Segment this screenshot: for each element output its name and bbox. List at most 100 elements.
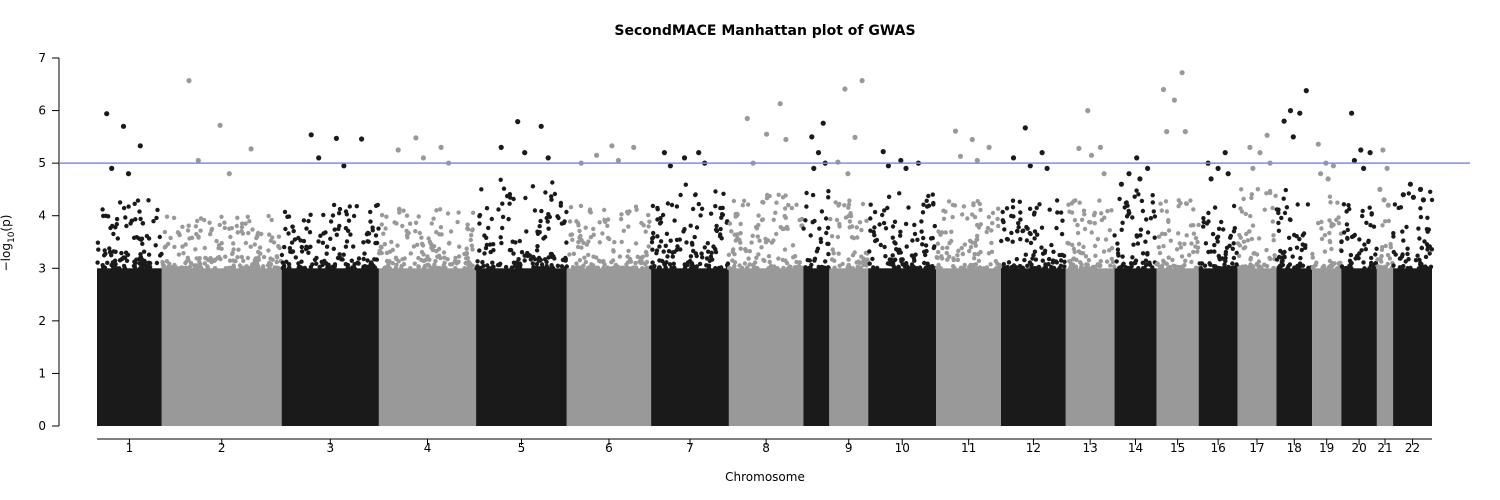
snp-point bbox=[624, 262, 629, 267]
snp-point bbox=[456, 210, 461, 215]
snp-point bbox=[426, 236, 431, 241]
snp-point bbox=[337, 206, 343, 212]
snp-point bbox=[1268, 190, 1273, 196]
peak-snp-point bbox=[764, 131, 770, 137]
snp-point bbox=[910, 238, 915, 243]
snp-point bbox=[689, 262, 695, 268]
snp-point bbox=[369, 261, 375, 267]
snp-point bbox=[894, 247, 899, 252]
peak-snp-point bbox=[1318, 171, 1324, 177]
snp-point bbox=[1214, 235, 1220, 241]
snp-point bbox=[885, 205, 890, 211]
snp-point bbox=[1188, 198, 1193, 203]
chromosome-19-points bbox=[1310, 141, 1344, 426]
chromosome-7-points bbox=[649, 150, 731, 426]
snp-point bbox=[299, 244, 304, 250]
snp-point bbox=[1343, 265, 1349, 271]
snp-point bbox=[1081, 208, 1087, 213]
snp-point bbox=[837, 263, 842, 268]
snp-point bbox=[1067, 259, 1072, 264]
snp-point bbox=[1415, 253, 1420, 258]
peak-snp-point bbox=[359, 136, 365, 142]
snp-point bbox=[930, 235, 935, 241]
snp-point bbox=[749, 240, 754, 245]
peak-snp-point bbox=[1281, 118, 1287, 124]
snp-point bbox=[276, 234, 282, 239]
snp-point bbox=[1134, 234, 1140, 239]
snp-point bbox=[579, 245, 584, 250]
snp-point bbox=[714, 223, 719, 229]
peak-snp-point bbox=[1222, 150, 1228, 156]
snp-point bbox=[1131, 242, 1136, 247]
snp-point bbox=[650, 203, 656, 209]
snp-point bbox=[1268, 256, 1273, 262]
peak-snp-point bbox=[248, 146, 254, 152]
snp-point bbox=[696, 201, 701, 207]
snp-point bbox=[198, 228, 203, 233]
peak-snp-point bbox=[1215, 165, 1221, 171]
snp-point bbox=[925, 261, 930, 266]
snp-point bbox=[1095, 236, 1101, 242]
chromosome-9-points bbox=[828, 78, 871, 426]
snp-point bbox=[290, 249, 296, 254]
snp-point bbox=[1201, 224, 1206, 229]
snp-point bbox=[784, 261, 790, 266]
x-tick-label: 2 bbox=[218, 441, 226, 455]
snp-point bbox=[756, 252, 761, 257]
snp-point bbox=[332, 227, 337, 232]
snp-point bbox=[541, 236, 546, 241]
peak-snp-point bbox=[880, 149, 886, 155]
chromosome-point-mass bbox=[1001, 268, 1066, 426]
snp-point bbox=[1246, 265, 1252, 270]
snp-point bbox=[133, 217, 138, 222]
snp-point bbox=[1213, 264, 1218, 269]
snp-point bbox=[337, 252, 342, 257]
snp-point bbox=[230, 250, 235, 256]
snp-point bbox=[1423, 254, 1429, 260]
peak-snp-point bbox=[341, 163, 347, 169]
snp-point bbox=[1060, 218, 1065, 223]
snp-point bbox=[1058, 210, 1064, 215]
chromosome-13-points bbox=[1065, 108, 1117, 426]
snp-point bbox=[881, 220, 887, 226]
snp-point bbox=[438, 225, 444, 230]
snp-point bbox=[934, 265, 940, 271]
peak-snp-point bbox=[1407, 181, 1413, 187]
snp-point bbox=[558, 203, 563, 208]
snp-point bbox=[972, 256, 977, 261]
snp-point bbox=[109, 253, 114, 258]
snp-point bbox=[860, 259, 865, 265]
snp-point bbox=[1004, 206, 1010, 211]
snp-point bbox=[257, 245, 263, 250]
snp-point bbox=[1212, 205, 1218, 210]
snp-point bbox=[1139, 198, 1145, 204]
snp-point bbox=[1298, 255, 1303, 261]
snp-point bbox=[645, 265, 650, 271]
chromosome-16-points bbox=[1197, 150, 1240, 426]
snp-point bbox=[434, 208, 439, 213]
peak-snp-point bbox=[186, 78, 192, 84]
snp-point bbox=[154, 215, 159, 221]
snp-point bbox=[1135, 241, 1141, 246]
snp-point bbox=[383, 226, 388, 231]
snp-point bbox=[595, 266, 600, 271]
snp-point bbox=[796, 263, 802, 269]
snp-point bbox=[1235, 241, 1241, 246]
snp-point bbox=[716, 265, 722, 271]
snp-point bbox=[1150, 200, 1156, 205]
snp-point bbox=[771, 217, 776, 222]
snp-point bbox=[1042, 248, 1048, 253]
snp-point bbox=[560, 257, 566, 263]
snp-point bbox=[731, 266, 736, 271]
snp-point bbox=[1357, 237, 1362, 242]
snp-point bbox=[669, 202, 675, 208]
snp-point bbox=[960, 251, 965, 257]
snp-point bbox=[1156, 245, 1162, 250]
snp-point bbox=[1234, 250, 1239, 256]
snp-point bbox=[621, 228, 626, 233]
snp-point bbox=[434, 248, 439, 254]
snp-point bbox=[1419, 245, 1424, 251]
snp-point bbox=[1264, 247, 1269, 253]
peak-snp-point bbox=[498, 144, 504, 150]
snp-point bbox=[575, 244, 581, 250]
